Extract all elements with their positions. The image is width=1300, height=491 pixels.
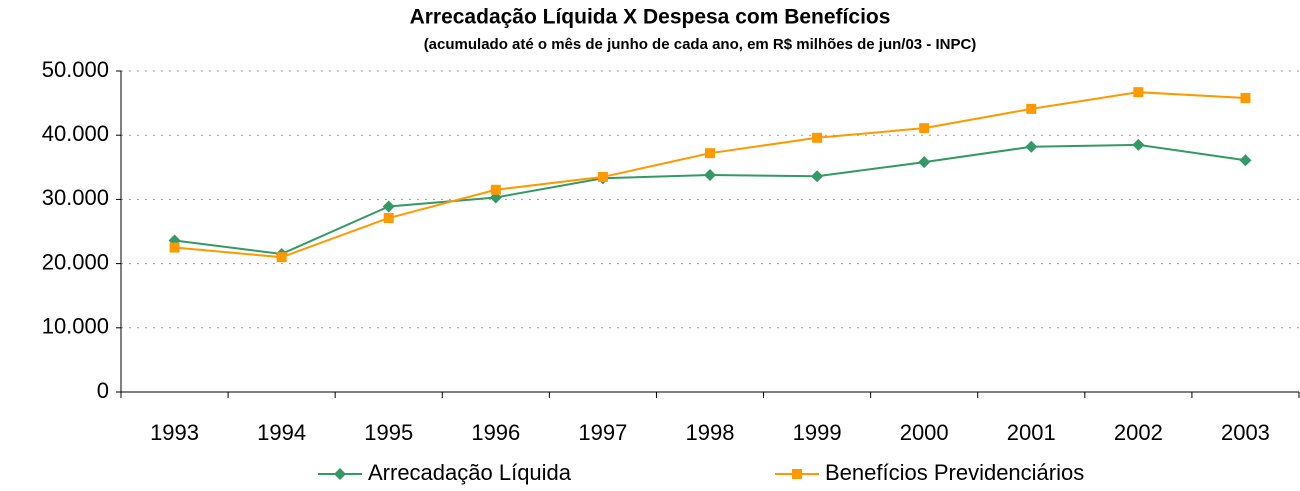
data-point xyxy=(1026,103,1037,114)
data-point xyxy=(705,148,715,159)
data-point xyxy=(1132,138,1145,151)
legend-label: Benefícios Previdenciários xyxy=(825,460,1084,485)
data-point xyxy=(597,171,608,182)
x-tick-label: 1998 xyxy=(686,420,735,445)
data-point xyxy=(382,200,395,213)
chart-subtitle: (acumulado até o mês de junho de cada an… xyxy=(424,36,977,53)
x-tick-label: 1995 xyxy=(364,420,413,445)
data-point xyxy=(383,213,394,224)
data-point xyxy=(812,132,823,143)
y-tick-label: 50.000 xyxy=(42,57,109,82)
data-point xyxy=(169,242,180,253)
legend-marker xyxy=(792,469,802,479)
data-point xyxy=(1240,92,1251,103)
x-tick-label: 2000 xyxy=(900,420,949,445)
y-tick-label: 10.000 xyxy=(42,314,109,339)
data-point xyxy=(811,170,824,183)
x-tick-label: 1993 xyxy=(150,420,199,445)
y-tick-label: 0 xyxy=(97,378,109,403)
data-point xyxy=(1133,87,1144,98)
legend-marker xyxy=(334,468,346,480)
x-tick-label: 1996 xyxy=(471,420,520,445)
x-tick-label: 2003 xyxy=(1221,420,1270,445)
data-point xyxy=(1025,140,1038,153)
data-point xyxy=(704,169,716,182)
y-tick-label: 20.000 xyxy=(42,249,109,274)
x-tick-label: 1999 xyxy=(793,420,842,445)
data-point xyxy=(276,252,287,263)
x-tick-label: 2001 xyxy=(1007,420,1056,445)
data-point xyxy=(919,123,930,134)
x-tick-label: 2002 xyxy=(1114,420,1163,445)
x-tick-label: 1997 xyxy=(578,420,627,445)
chart-title: Arrecadação Líquida X Despesa com Benefí… xyxy=(410,6,891,29)
data-point xyxy=(1239,154,1252,167)
y-tick-label: 30.000 xyxy=(42,185,109,210)
y-tick-label: 40.000 xyxy=(42,121,109,146)
data-point xyxy=(490,184,501,195)
data-point xyxy=(918,156,931,169)
legend-label: Arrecadação Líquida xyxy=(368,460,572,485)
x-tick-label: 1994 xyxy=(257,420,306,445)
